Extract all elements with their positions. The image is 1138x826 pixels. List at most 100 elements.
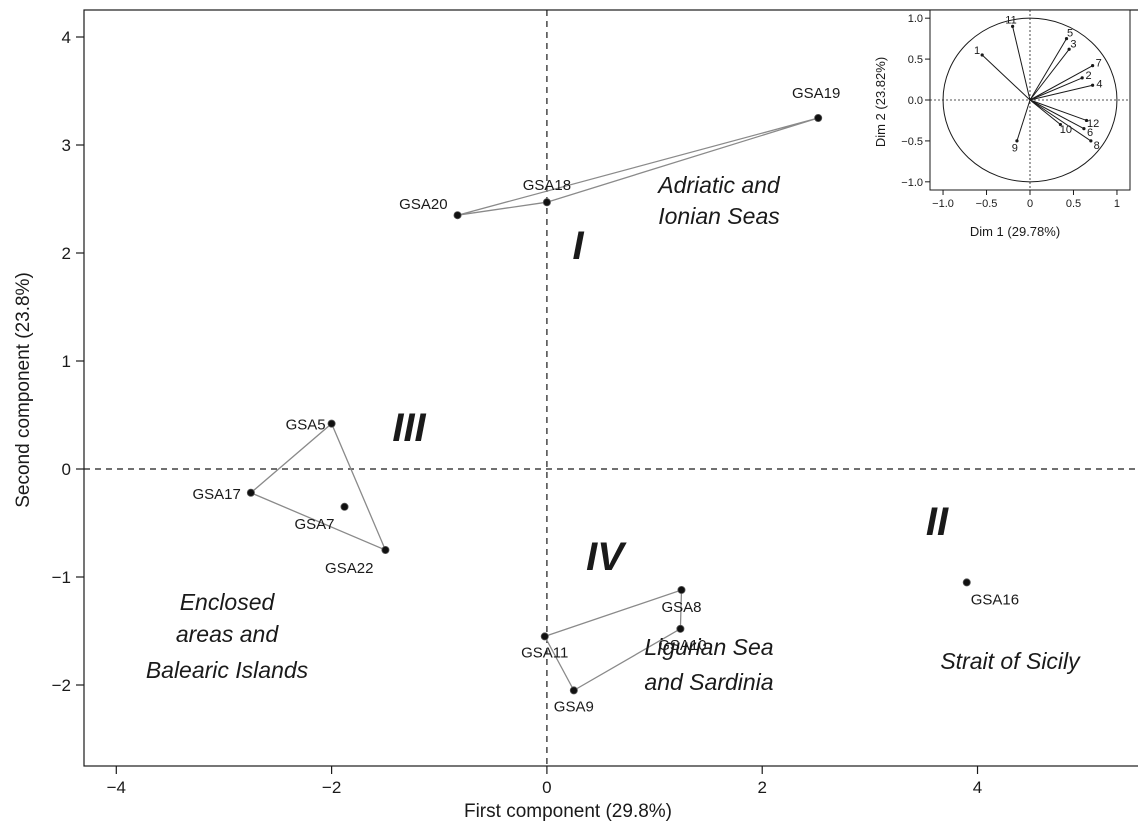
- inset-y-tick-label: −1.0: [901, 177, 923, 189]
- group-numeral-i: I: [572, 224, 584, 268]
- inset-vector-9: [1016, 99, 1031, 142]
- inset-vector-tip-12: [1084, 118, 1089, 123]
- inset-y-tick-label: 0.5: [908, 54, 923, 66]
- inset-x-tick-label: 0: [1027, 198, 1033, 210]
- inset-y-tick-label: 1.0: [908, 13, 923, 25]
- region-label-ii-line-1: Strait of Sicily: [940, 648, 1081, 674]
- inset-y-axis-title: Dim 2 (23.82%): [873, 57, 888, 147]
- point-gsa20: [453, 211, 462, 220]
- point-label-gsa17: GSA17: [192, 486, 240, 503]
- x-tick-label: 0: [542, 778, 551, 797]
- group-numeral-iv: IV: [586, 535, 627, 579]
- region-label-iii-line-3: Balearic Islands: [146, 657, 309, 683]
- point-gsa10: [676, 624, 685, 633]
- point-label-gsa8: GSA8: [661, 599, 701, 616]
- y-tick-label: 2: [62, 244, 71, 263]
- point-label-gsa18: GSA18: [523, 177, 571, 194]
- inset-y-tick-label: −0.5: [901, 136, 923, 148]
- inset-vector-tip-8: [1089, 139, 1093, 143]
- point-label-gsa11: GSA11: [521, 644, 568, 661]
- x-tick-label: 4: [973, 778, 982, 797]
- point-label-gsa7: GSA7: [294, 516, 334, 533]
- region-label-iv-line-2: and Sardinia: [644, 669, 773, 695]
- inset-x-axis-title: Dim 1 (29.78%): [970, 224, 1060, 239]
- inset-vector-label-4: 4: [1096, 79, 1102, 91]
- y-tick-label: 0: [62, 460, 71, 479]
- inset-vector-label-2: 2: [1086, 70, 1092, 82]
- inset-x-tick-label: 1: [1114, 198, 1120, 210]
- group-numeral-iii: III: [392, 406, 426, 450]
- x-axis-ticks: −4 −2 0 2 4: [107, 766, 982, 797]
- inset-y-tick-label: 0.0: [908, 95, 923, 107]
- point-gsa18: [542, 198, 551, 207]
- inset-vector-12: [1029, 99, 1087, 121]
- region-label-iv-line-1: Ligurian Sea: [644, 634, 773, 660]
- x-axis-title: First component (29.8%): [464, 801, 672, 822]
- point-gsa9: [569, 686, 578, 695]
- hull-group-iii: [249, 422, 387, 552]
- point-gsa5: [327, 419, 336, 428]
- main-plot: GSA19 GSA18 GSA20 GSA5 GSA17 GSA7 GSA22 GSA8 GSA…: [13, 9, 1138, 822]
- point-gsa8: [677, 585, 686, 594]
- point-label-gsa16: GSA16: [971, 591, 1019, 608]
- point-gsa17: [246, 488, 255, 497]
- y-tick-label: −2: [52, 676, 71, 695]
- inset-vector-label-11: 11: [1005, 15, 1016, 27]
- point-gsa16: [962, 578, 971, 587]
- inset-vector-label-8: 8: [1094, 140, 1100, 152]
- y-tick-label: 4: [62, 28, 71, 47]
- point-label-gsa5: GSA5: [286, 417, 326, 434]
- inset-vector-2: [1029, 77, 1083, 101]
- inset-vector-4: [1029, 84, 1093, 101]
- point-label-gsa9: GSA9: [554, 698, 594, 715]
- inset-vector-5: [1029, 38, 1067, 101]
- inset-x-tick-label: −1.0: [932, 198, 954, 210]
- region-label-iii-line-2: areas and: [176, 621, 280, 647]
- inset-x-tick-label: −0.5: [976, 198, 998, 210]
- x-tick-label: −2: [322, 778, 341, 797]
- data-points: [246, 114, 971, 695]
- point-label-gsa22: GSA22: [325, 560, 373, 577]
- inset-vector-1: [981, 54, 1031, 101]
- point-gsa7: [340, 502, 349, 511]
- point-labels: GSA19 GSA18 GSA20 GSA5 GSA17 GSA7 GSA22 GSA8 GSA…: [192, 85, 1019, 715]
- x-tick-label: −4: [107, 778, 126, 797]
- inset-vector-label-12: 12: [1087, 118, 1099, 130]
- inset-vector-label-6: 6: [1087, 127, 1093, 139]
- y-axis-title: Second component (23.8%): [13, 272, 34, 508]
- point-label-gsa20: GSA20: [399, 196, 447, 213]
- inset-vector-tip-9: [1015, 139, 1019, 143]
- inset-x-axis-ticks: −1.0 −0.5 0 0.5 1: [932, 190, 1120, 210]
- inset-vector-tip-10: [1058, 122, 1063, 127]
- inset-vector-label-7: 7: [1096, 57, 1102, 69]
- region-label-i-line-1: Adriatic and: [656, 172, 781, 198]
- inset-vector-tip-2: [1080, 76, 1084, 80]
- inset-vector-label-9: 9: [1012, 143, 1018, 155]
- inset-vector-tip-7: [1091, 64, 1095, 68]
- y-tick-label: 1: [62, 352, 71, 371]
- inset-vector-label-1: 1: [974, 45, 980, 57]
- inset-vector-8: [1029, 99, 1092, 142]
- inset-x-tick-label: 0.5: [1066, 198, 1081, 210]
- inset-vector-11: [1012, 26, 1031, 101]
- point-gsa22: [381, 546, 390, 555]
- inset-vector-label-3: 3: [1070, 39, 1076, 51]
- x-tick-label: 2: [757, 778, 766, 797]
- group-annotations: I Adriatic and Ionian Seas II Strait of Sici…: [146, 172, 1081, 695]
- inset-vector-tip-3: [1067, 47, 1071, 51]
- inset-vector-tip-11: [1011, 24, 1015, 28]
- inset-vector-3: [1029, 48, 1070, 101]
- point-label-gsa19: GSA19: [792, 85, 840, 102]
- hull-group-i: [457, 117, 819, 216]
- inset-vector-label-10: 10: [1060, 124, 1072, 136]
- inset-vector-6: [1029, 99, 1085, 130]
- y-axis-ticks: −2 −1 0 1 2 3 4: [52, 28, 84, 695]
- y-tick-label: −1: [52, 568, 71, 587]
- point-gsa19: [814, 114, 823, 123]
- region-label-i-line-2: Ionian Seas: [658, 203, 780, 229]
- plot-frame: [83, 9, 1138, 767]
- inset-vector-10: [1029, 99, 1061, 125]
